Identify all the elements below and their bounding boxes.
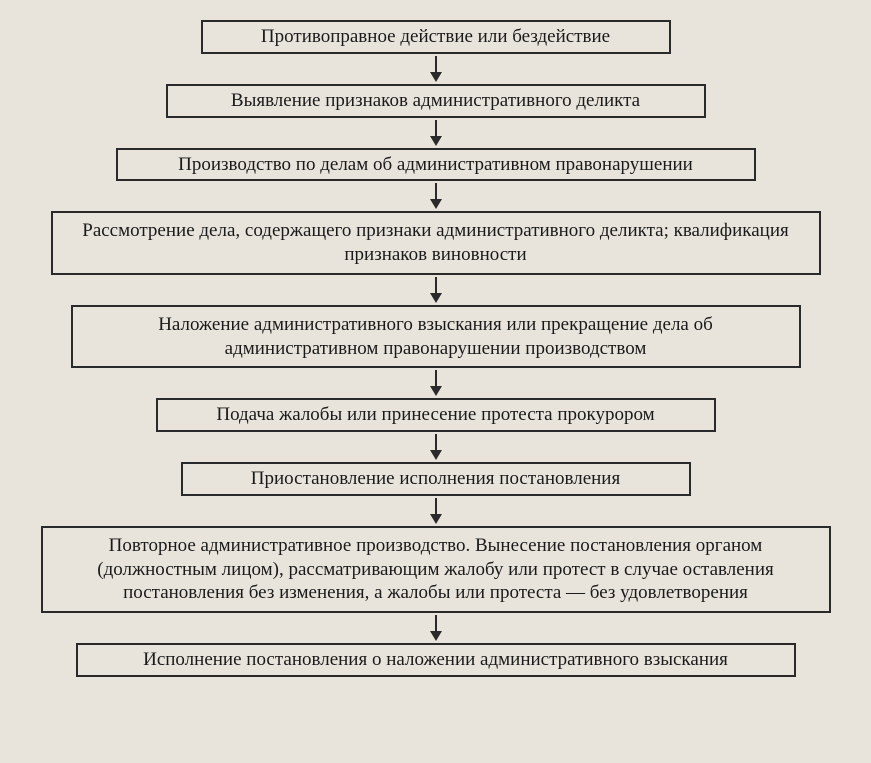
arrow-icon — [430, 120, 442, 146]
arrow-icon — [430, 370, 442, 396]
flowchart-node-7: Приостановление исполнения постановления — [181, 462, 691, 496]
flowchart-node-9: Исполнение постановления о наложении адм… — [76, 643, 796, 677]
arrow-icon — [430, 183, 442, 209]
flowchart-node-5: Наложение административного взыскания ил… — [71, 305, 801, 369]
arrow-icon — [430, 615, 442, 641]
flowchart-node-1: Противоправное действие или бездействие — [201, 20, 671, 54]
flowchart-node-8: Повторное административное производство.… — [41, 526, 831, 613]
flowchart-container: Противоправное действие или бездействие … — [40, 20, 831, 677]
flowchart-node-4: Рассмотрение дела, содержащего признаки … — [51, 211, 821, 275]
arrow-icon — [430, 277, 442, 303]
flowchart-node-3: Производство по делам об административно… — [116, 148, 756, 182]
arrow-icon — [430, 434, 442, 460]
flowchart-node-2: Выявление признаков административного де… — [166, 84, 706, 118]
arrow-icon — [430, 498, 442, 524]
arrow-icon — [430, 56, 442, 82]
flowchart-node-6: Подача жалобы или принесение протеста пр… — [156, 398, 716, 432]
